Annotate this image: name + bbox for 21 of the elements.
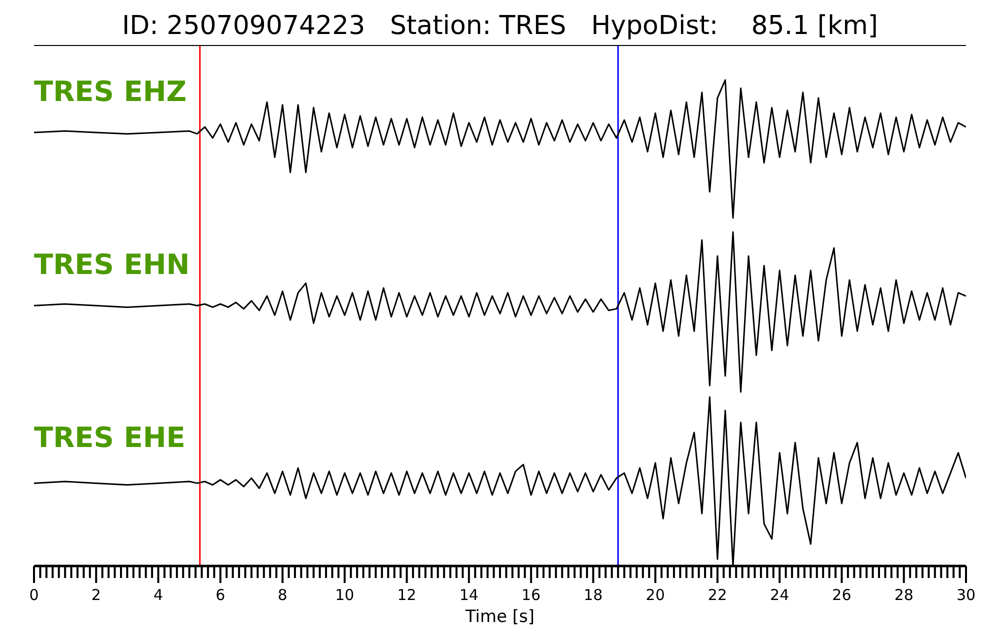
- x-tick-label: 18: [584, 586, 603, 604]
- x-tick-label: 28: [894, 586, 914, 604]
- annotation: TRES EHN: [34, 248, 190, 282]
- x-tick-label: 12: [397, 586, 416, 604]
- x-tick-label: 0: [29, 586, 39, 604]
- chart-title: ID: 250709074223 Station: TRES HypoDist: 85.1 [km]: [120, 10, 880, 42]
- x-tick-label: 8: [278, 586, 288, 604]
- x-tick-label: 10: [335, 586, 354, 604]
- x-tick-label: 20: [646, 586, 665, 604]
- x-tick-label: 6: [216, 586, 226, 604]
- x-tick-label: 24: [770, 586, 790, 604]
- x-axis-title: Time [s]: [464, 607, 535, 627]
- x-tick-label: 22: [708, 586, 728, 604]
- x-tick-label: 4: [153, 586, 164, 604]
- x-tick-label: 16: [522, 586, 541, 604]
- x-tick-label: 2: [91, 586, 101, 604]
- annotation: TRES EHE: [34, 421, 186, 455]
- x-tick-label: 30: [956, 586, 976, 604]
- annotation: TRES EHZ: [34, 75, 187, 109]
- x-tick-label: 14: [459, 586, 478, 604]
- x-tick-label: 26: [832, 586, 852, 604]
